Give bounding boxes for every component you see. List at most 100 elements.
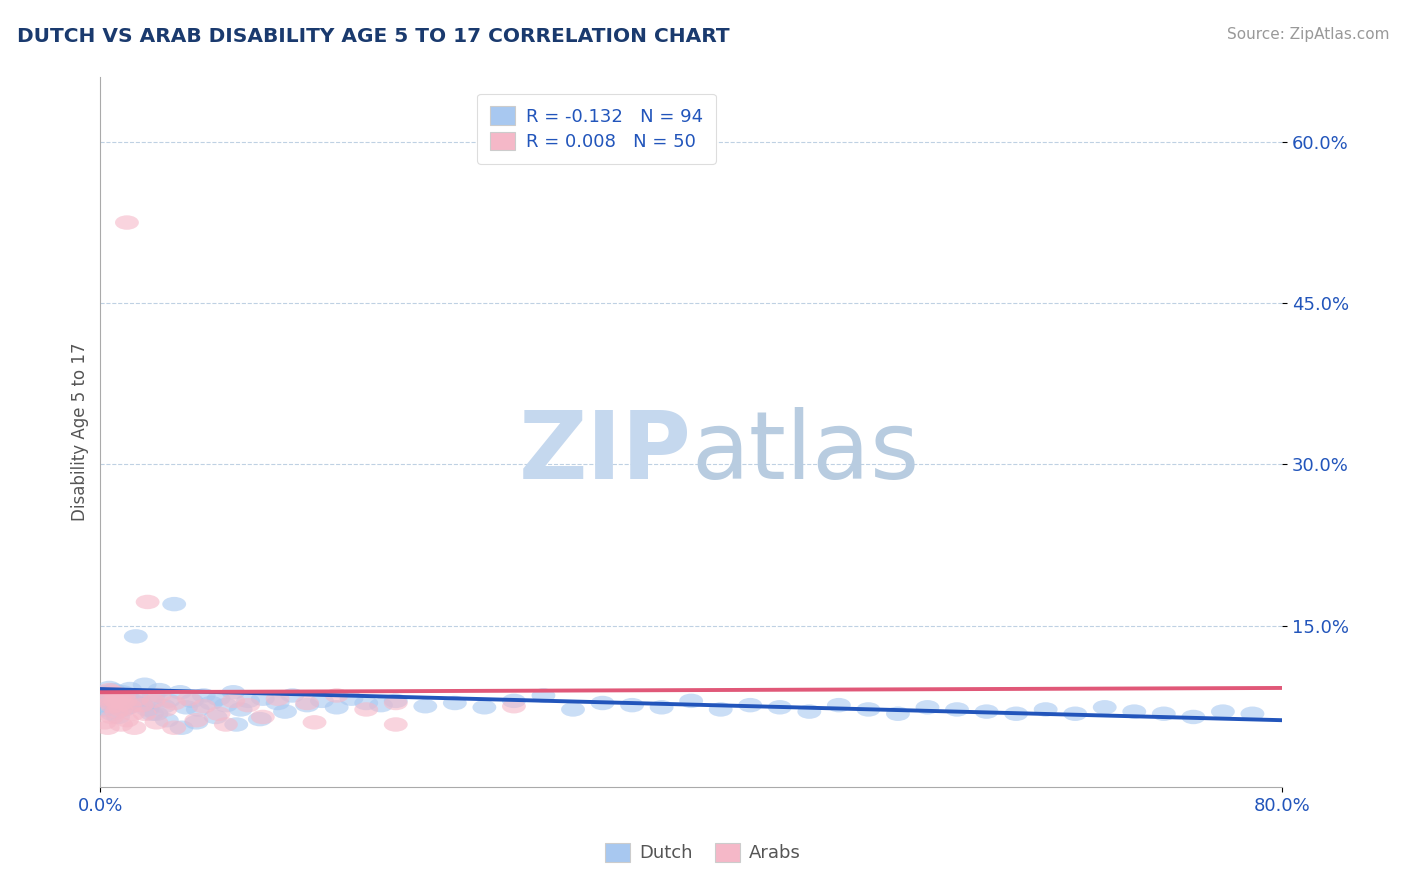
Legend: R = -0.132   N = 94, R = 0.008   N = 50: R = -0.132 N = 94, R = 0.008 N = 50 [478,94,716,164]
Ellipse shape [125,691,149,706]
Ellipse shape [384,694,408,708]
Ellipse shape [112,689,136,703]
Ellipse shape [309,694,333,708]
Ellipse shape [101,683,125,698]
Ellipse shape [98,696,122,710]
Ellipse shape [354,702,378,716]
Ellipse shape [325,700,349,714]
Ellipse shape [236,694,260,708]
Ellipse shape [1240,706,1264,721]
Ellipse shape [169,685,193,699]
Ellipse shape [100,706,124,721]
Ellipse shape [103,694,127,708]
Text: Source: ZipAtlas.com: Source: ZipAtlas.com [1226,27,1389,42]
Ellipse shape [170,721,194,735]
Ellipse shape [679,694,703,708]
Ellipse shape [339,691,363,706]
Ellipse shape [945,702,969,716]
Ellipse shape [184,713,208,728]
Ellipse shape [148,689,172,703]
Ellipse shape [93,715,117,730]
Ellipse shape [129,698,153,713]
Ellipse shape [97,681,121,695]
Ellipse shape [1152,706,1175,721]
Ellipse shape [177,691,201,706]
Ellipse shape [974,705,998,719]
Ellipse shape [141,706,165,721]
Ellipse shape [266,691,290,706]
Ellipse shape [108,691,132,706]
Ellipse shape [1092,700,1116,714]
Ellipse shape [110,702,134,716]
Ellipse shape [768,700,792,714]
Ellipse shape [96,699,120,714]
Ellipse shape [738,698,762,713]
Ellipse shape [384,696,408,710]
Ellipse shape [118,699,142,714]
Ellipse shape [124,629,148,644]
Ellipse shape [105,698,129,713]
Ellipse shape [152,699,176,714]
Ellipse shape [207,691,231,706]
Ellipse shape [184,715,208,730]
Ellipse shape [115,689,139,703]
Ellipse shape [100,710,124,724]
Ellipse shape [115,713,139,728]
Ellipse shape [136,702,159,716]
Ellipse shape [101,685,125,699]
Ellipse shape [127,691,150,706]
Y-axis label: Disability Age 5 to 17: Disability Age 5 to 17 [72,343,89,522]
Legend: Dutch, Arabs: Dutch, Arabs [598,836,808,870]
Ellipse shape [142,689,166,703]
Ellipse shape [162,721,186,735]
Ellipse shape [91,689,115,703]
Ellipse shape [118,681,142,697]
Ellipse shape [132,678,156,692]
Ellipse shape [96,721,120,735]
Ellipse shape [1004,706,1028,721]
Ellipse shape [247,712,271,726]
Ellipse shape [108,690,132,704]
Ellipse shape [225,717,249,731]
Ellipse shape [229,702,253,716]
Ellipse shape [250,691,274,706]
Ellipse shape [413,699,437,714]
Ellipse shape [354,696,378,710]
Ellipse shape [91,685,115,699]
Ellipse shape [709,702,733,716]
Ellipse shape [121,694,145,708]
Ellipse shape [162,597,186,611]
Ellipse shape [129,698,153,713]
Ellipse shape [280,689,304,703]
Ellipse shape [502,699,526,714]
Ellipse shape [94,689,118,703]
Ellipse shape [115,215,139,230]
Ellipse shape [93,702,117,716]
Ellipse shape [139,696,163,710]
Ellipse shape [915,700,939,714]
Ellipse shape [100,699,124,714]
Ellipse shape [186,702,209,716]
Ellipse shape [155,713,179,728]
Ellipse shape [114,694,138,708]
Ellipse shape [1122,705,1146,719]
Ellipse shape [325,689,349,703]
Ellipse shape [132,706,156,721]
Ellipse shape [368,698,392,713]
Ellipse shape [650,700,673,714]
Ellipse shape [105,710,129,724]
Ellipse shape [156,694,180,708]
Ellipse shape [100,696,124,710]
Ellipse shape [827,698,851,713]
Ellipse shape [1211,705,1234,719]
Text: ZIP: ZIP [519,408,692,500]
Ellipse shape [145,706,169,721]
Ellipse shape [104,690,128,704]
Ellipse shape [886,706,910,721]
Ellipse shape [110,698,134,713]
Ellipse shape [273,705,297,719]
Ellipse shape [103,687,127,702]
Ellipse shape [97,683,121,698]
Ellipse shape [561,702,585,716]
Ellipse shape [384,717,408,731]
